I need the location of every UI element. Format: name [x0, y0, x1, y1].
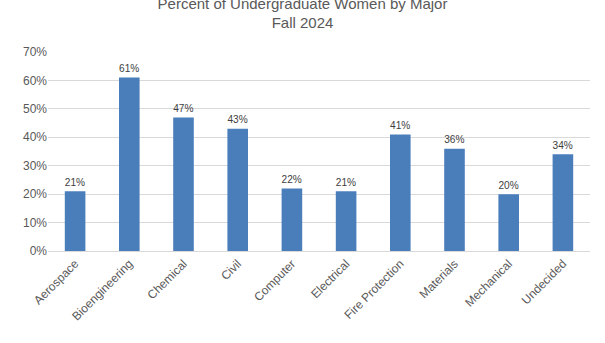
svg-text:21%: 21% — [336, 177, 356, 188]
svg-text:Electrical: Electrical — [308, 257, 352, 301]
svg-text:Aerospace: Aerospace — [31, 257, 82, 308]
svg-text:30%: 30% — [23, 159, 47, 173]
svg-text:36%: 36% — [444, 134, 464, 145]
svg-text:Computer: Computer — [251, 257, 298, 304]
svg-text:50%: 50% — [23, 102, 47, 116]
svg-text:10%: 10% — [23, 216, 47, 230]
svg-text:61%: 61% — [119, 63, 139, 74]
svg-text:40%: 40% — [23, 130, 47, 144]
svg-text:Undecided: Undecided — [519, 257, 569, 307]
svg-text:Chemical: Chemical — [145, 257, 190, 302]
svg-text:47%: 47% — [173, 103, 193, 114]
svg-text:0%: 0% — [30, 244, 48, 258]
svg-text:60%: 60% — [23, 74, 47, 88]
svg-text:Mechanical: Mechanical — [462, 257, 515, 310]
svg-text:Materials: Materials — [417, 257, 461, 301]
svg-text:Civil: Civil — [218, 257, 244, 283]
svg-text:20%: 20% — [23, 187, 47, 201]
svg-text:21%: 21% — [65, 177, 85, 188]
svg-text:34%: 34% — [553, 140, 573, 151]
svg-text:Percent of Undergraduate Women: Percent of Undergraduate Women by MajorF… — [158, 0, 448, 31]
svg-text:20%: 20% — [498, 180, 518, 191]
svg-text:70%: 70% — [23, 45, 47, 59]
svg-text:22%: 22% — [282, 174, 302, 185]
svg-text:Fire Protection: Fire Protection — [342, 257, 407, 322]
svg-text:43%: 43% — [227, 114, 247, 125]
svg-text:Bioengineering: Bioengineering — [69, 257, 136, 324]
svg-text:41%: 41% — [390, 120, 410, 131]
